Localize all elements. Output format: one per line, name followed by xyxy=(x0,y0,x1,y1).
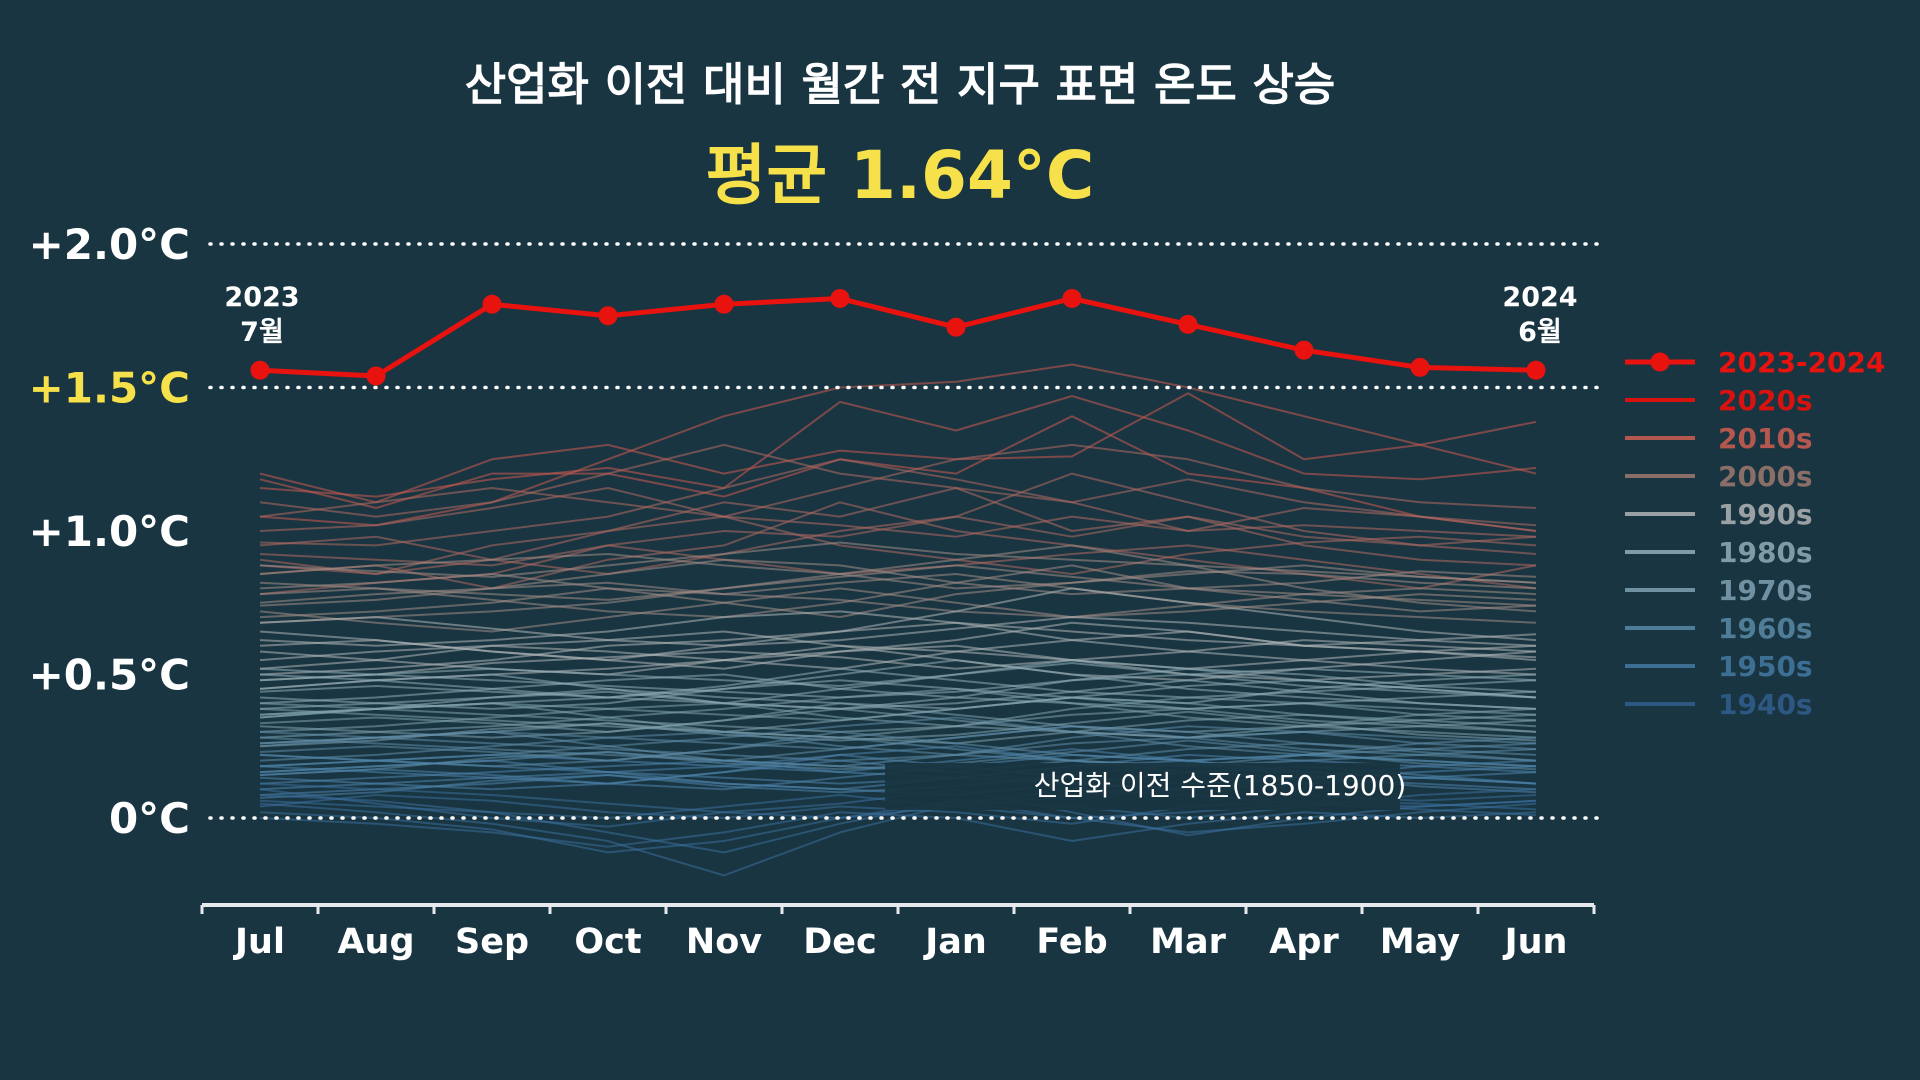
decade-line-2010s xyxy=(259,472,1537,575)
legend-label: 2000s xyxy=(1718,460,1813,493)
decade-line-1980s xyxy=(259,662,1537,699)
decade-line-2000s xyxy=(259,587,1537,633)
highlight-series-point xyxy=(250,360,270,380)
decade-line-2020s xyxy=(259,415,1537,532)
y-axis-ticks: +2.0°C +1.5°C +1.0°C +0.5°C 0°C xyxy=(29,220,190,843)
highlight-series-point xyxy=(598,306,618,326)
decade-line-1990s xyxy=(259,630,1537,670)
x-tick-label: Apr xyxy=(1269,922,1339,962)
x-tick-label: Jan xyxy=(923,922,987,962)
x-tick-label: Jul xyxy=(233,922,285,962)
decade-line-2010s xyxy=(259,515,1537,575)
decade-line-2010s xyxy=(259,443,1537,532)
decade-line-2010s xyxy=(259,458,1537,547)
x-tick-label: Sep xyxy=(455,922,529,962)
legend-label: 1970s xyxy=(1718,574,1813,607)
end-label-month: 6월 xyxy=(1518,317,1562,348)
decade-line-2000s xyxy=(259,541,1537,584)
highlight-series-point xyxy=(366,366,386,386)
decade-line-1980s xyxy=(259,679,1537,716)
decade-line-1960s xyxy=(259,730,1537,762)
highlight-series-point xyxy=(830,289,850,309)
decade-lines xyxy=(259,363,1537,877)
highlight-series-point xyxy=(1062,289,1082,309)
legend-label: 2010s xyxy=(1718,422,1813,455)
y-tick-label: +0.5°C xyxy=(29,651,190,700)
decade-line-2020s xyxy=(259,363,1537,527)
decade-line-1970s xyxy=(259,702,1537,733)
decade-line-1990s xyxy=(259,639,1537,682)
x-axis: Jul Aug Sep Oct Nov Dec Jan Feb Mar Apr May Jun xyxy=(200,903,1596,962)
decade-line-2000s xyxy=(259,553,1537,590)
highlight-series-point xyxy=(1178,314,1198,334)
chart-title: 산업화 이전 대비 월간 전 지구 표면 온도 상승 xyxy=(465,58,1336,111)
legend-label: 2020s xyxy=(1718,384,1813,417)
highlight-series-point xyxy=(1526,360,1546,380)
decade-line-1960s xyxy=(259,725,1537,762)
x-tick-label: Feb xyxy=(1036,922,1107,962)
legend-label: 1980s xyxy=(1718,536,1813,569)
highlight-series-point xyxy=(1294,340,1314,360)
y-tick-label: +2.0°C xyxy=(29,220,190,269)
reference-lines xyxy=(208,242,1602,820)
legend: 2023-2024 2020s 2010s 2000s 1990s 1980s 1970s 1… xyxy=(1625,346,1885,721)
legend-label: 1950s xyxy=(1718,650,1813,683)
decade-line-2010s xyxy=(259,443,1537,518)
decade-line-1940s xyxy=(259,811,1537,848)
decade-line-2000s xyxy=(259,564,1537,619)
legend-label: 1960s xyxy=(1718,612,1813,645)
highlight-series-point xyxy=(946,317,966,337)
decade-line-2020s xyxy=(259,395,1537,498)
decade-line-1980s xyxy=(259,667,1537,699)
x-tick-label: Dec xyxy=(803,922,877,962)
decade-line-2010s xyxy=(259,487,1537,538)
highlight-series-line xyxy=(259,296,1537,379)
y-tick-label: +1.0°C xyxy=(29,507,190,556)
legend-label: 1940s xyxy=(1718,688,1813,721)
x-tick-label: May xyxy=(1380,922,1460,962)
decade-line-1970s xyxy=(259,687,1537,739)
legend-marker xyxy=(1650,352,1670,372)
decade-line-1970s xyxy=(259,696,1537,733)
x-tick-label: Oct xyxy=(574,922,641,962)
legend-label: 2023-2024 xyxy=(1718,346,1885,379)
decade-line-2020s xyxy=(259,392,1537,504)
y-tick-label: +1.5°C xyxy=(29,364,190,413)
end-label-year: 2024 xyxy=(1502,282,1577,313)
decade-line-2010s xyxy=(259,515,1537,567)
baseline-label-background xyxy=(885,763,1400,810)
highlight-series-point xyxy=(482,294,502,314)
x-tick-label: Nov xyxy=(686,922,762,962)
decade-line-1990s xyxy=(259,644,1537,682)
highlight-series-point xyxy=(1410,357,1430,377)
highlight-series xyxy=(250,289,1546,386)
x-tick-label: Aug xyxy=(337,922,414,962)
decade-line-2010s xyxy=(259,487,1537,575)
start-label-year: 2023 xyxy=(224,282,299,313)
x-tick-label: Jun xyxy=(1503,922,1568,962)
decade-line-2000s xyxy=(259,564,1537,601)
decade-line-2000s xyxy=(259,573,1537,624)
start-label-month: 7월 xyxy=(240,317,284,348)
decade-line-2000s xyxy=(259,581,1537,619)
chart-subtitle: 평균 1.64°C xyxy=(706,137,1095,214)
decade-line-1980s xyxy=(259,667,1537,710)
y-tick-label: 0°C xyxy=(109,794,190,843)
legend-label: 1990s xyxy=(1718,498,1813,531)
decade-line-1980s xyxy=(259,667,1537,699)
decade-line-1990s xyxy=(259,621,1537,676)
x-tick-label: Mar xyxy=(1150,922,1226,962)
decade-line-2000s xyxy=(259,544,1537,624)
highlight-series-point xyxy=(714,294,734,314)
decade-line-1990s xyxy=(259,616,1537,647)
decade-line-1990s xyxy=(259,610,1537,647)
baseline-label: 산업화 이전 수준(1850-1900) xyxy=(1034,769,1407,802)
decade-line-1990s xyxy=(259,587,1537,662)
decade-line-1990s xyxy=(259,621,1537,670)
